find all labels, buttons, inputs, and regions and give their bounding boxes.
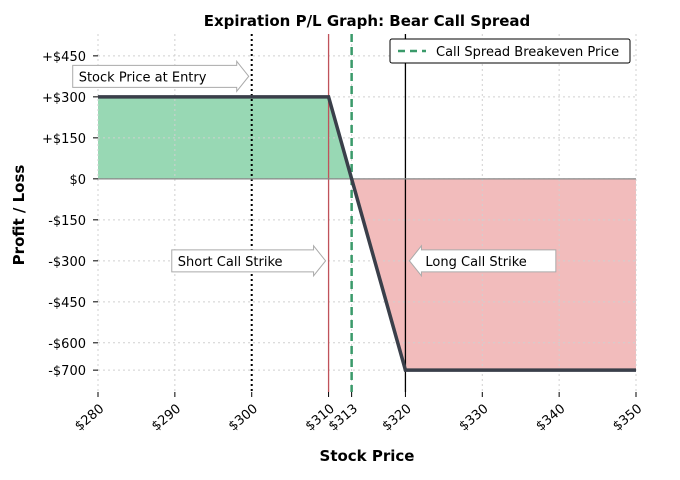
x-tick-label: $330 (457, 402, 492, 435)
y-tick-label: $0 (69, 173, 86, 188)
callout-label: Stock Price at Entry (79, 70, 207, 85)
pl-line (98, 95, 636, 372)
y-tick-label: -$150 (48, 214, 86, 229)
callout: Short Call Strike (171, 244, 327, 278)
loss-area (351, 178, 636, 371)
chart-title: Expiration P/L Graph: Bear Call Spread (204, 12, 531, 30)
y-tick-label: +$450 (42, 50, 86, 65)
y-tick-label: -$700 (48, 364, 86, 379)
x-tick-label: $290 (149, 402, 184, 435)
callout-arrow (171, 244, 327, 278)
y-tick-label: -$300 (48, 255, 86, 270)
y-tick-label: +$150 (42, 132, 86, 147)
x-tick-label: $300 (226, 402, 261, 435)
x-tick-label: $280 (72, 402, 107, 435)
y-tick-label: +$300 (42, 91, 86, 106)
x-tick-label: $350 (610, 402, 645, 435)
y-tick-label: -$600 (48, 337, 86, 352)
callout: Long Call Strike (408, 244, 557, 278)
callout-arrow (408, 244, 557, 278)
callout-label: Long Call Strike (425, 255, 526, 270)
callout: Stock Price at Entry (72, 59, 250, 93)
x-tick-label: $340 (533, 402, 568, 435)
legend-box (389, 38, 631, 64)
legend-label: Call Spread Breakeven Price (436, 45, 619, 60)
y-axis-title: Profit / Loss (10, 165, 28, 266)
callout-label: Short Call Strike (178, 255, 283, 270)
x-axis-title: Stock Price (320, 447, 415, 465)
x-tick-label: $320 (380, 402, 415, 435)
y-tick-label: -$450 (48, 296, 86, 311)
callout-arrow (72, 59, 250, 93)
